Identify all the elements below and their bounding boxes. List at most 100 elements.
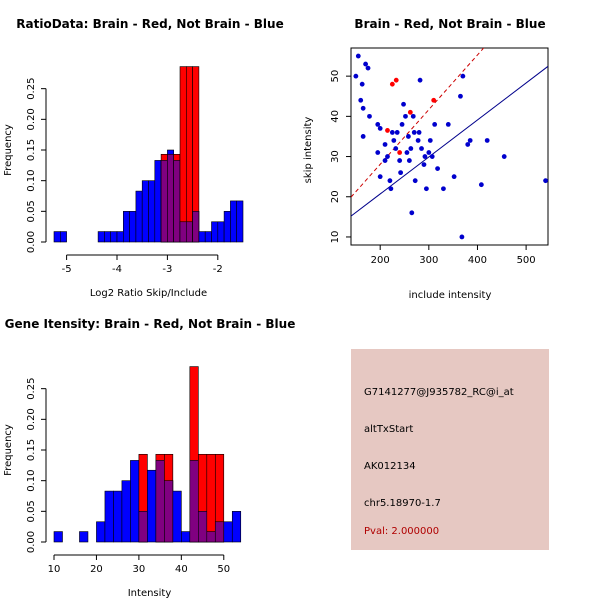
- not-brain-point: [445, 121, 451, 127]
- x-tick-label: 500: [517, 255, 536, 266]
- not-brain-point: [415, 138, 421, 143]
- y-axis-label: Frequency: [3, 124, 14, 176]
- not-brain-point: [377, 174, 383, 180]
- not-brain-point: [429, 154, 435, 159]
- plot-frame: [350, 47, 549, 246]
- not-brain-point: [460, 73, 466, 79]
- not-brain-point: [426, 150, 432, 155]
- chart-title: Gene Itensity: Brain - Red, Not Brain - …: [5, 317, 296, 331]
- brain-point: [393, 77, 399, 83]
- not-brain-bar: [130, 460, 140, 543]
- x-tick-label: 200: [371, 255, 390, 266]
- not-brain-bar: [223, 521, 233, 543]
- y-axis-label: Frequency: [3, 424, 14, 476]
- not-brain-point: [419, 146, 424, 151]
- not-brain-point: [401, 101, 406, 107]
- not-brain-bar: [113, 490, 123, 543]
- x-axis-label: Log2 Ratio Skip/Include: [90, 288, 207, 299]
- not-brain-point: [406, 158, 412, 163]
- not-brain-bar: [236, 200, 244, 243]
- accession: AK012134: [364, 461, 416, 472]
- not-brain-point: [399, 121, 405, 127]
- not-brain-bar: [223, 211, 231, 243]
- not-brain-point: [391, 138, 397, 143]
- x-tick-label: 300: [419, 255, 438, 266]
- not-brain-fit-line: [351, 65, 548, 217]
- not-brain-bar: [217, 221, 225, 243]
- not-brain-point: [394, 130, 400, 135]
- y-tick-label: 0.20: [26, 108, 37, 130]
- x-tick-label: 20: [90, 564, 103, 575]
- x-tick-label: -4: [112, 264, 122, 275]
- brain-point: [431, 97, 437, 103]
- genomic-location: chr5.18970-1.7: [364, 498, 441, 509]
- overlap-bar: [186, 221, 193, 243]
- overlap-bar: [164, 480, 174, 543]
- not-brain-bar: [96, 521, 106, 543]
- y-tick-label: 0.05: [26, 200, 37, 222]
- intensity-scatter-plot: Brain - Red, Not Brain - Blue 200 300 400 50…: [303, 17, 549, 300]
- not-brain-point: [501, 154, 507, 159]
- not-brain-point: [458, 93, 463, 99]
- x-tick-label: 40: [175, 564, 188, 575]
- overlap-bar: [198, 511, 208, 543]
- not-brain-point: [412, 178, 418, 184]
- not-brain-bar: [116, 231, 124, 243]
- brain-point: [407, 109, 413, 115]
- not-brain-bar: [172, 490, 182, 543]
- not-brain-point: [375, 150, 381, 155]
- x-axis-label: include intensity: [409, 290, 492, 300]
- not-brain-point: [375, 121, 381, 127]
- not-brain-bar: [147, 469, 157, 543]
- not-brain-point: [353, 73, 359, 79]
- not-brain-bar: [148, 180, 156, 243]
- x-tick-label: 50: [217, 564, 230, 575]
- not-brain-point: [405, 134, 411, 139]
- not-brain-point: [467, 138, 473, 143]
- x-tick-label: -5: [62, 264, 72, 275]
- y-tick-label: 0.15: [26, 139, 37, 161]
- brain-bar: [179, 66, 187, 243]
- not-brain-point: [543, 178, 548, 184]
- not-brain-point: [382, 158, 388, 163]
- overlap-bar: [167, 153, 174, 243]
- not-brain-point: [398, 170, 404, 176]
- probe-info-panel: G7141277@J935782_RC@i_at altTxStart AK01…: [351, 349, 549, 550]
- not-brain-point: [465, 142, 471, 147]
- not-brain-bar: [104, 490, 114, 543]
- not-brain-point: [409, 210, 415, 216]
- not-brain-bar: [79, 531, 89, 543]
- not-brain-point: [360, 134, 366, 139]
- not-brain-point: [385, 154, 390, 159]
- not-brain-bar: [123, 211, 130, 243]
- not-brain-point: [417, 77, 423, 83]
- y-tick-label: 50: [330, 70, 341, 83]
- not-brain-point: [435, 166, 440, 172]
- y-tick-label: 0.25: [26, 78, 37, 100]
- y-tick-label: 0.20: [26, 408, 37, 430]
- not-brain-bar: [121, 480, 131, 543]
- x-tick-label: -3: [162, 264, 172, 275]
- not-brain-point: [397, 158, 403, 163]
- not-brain-bar: [230, 200, 237, 243]
- y-tick-label: 10: [330, 231, 341, 244]
- not-brain-point: [423, 186, 429, 192]
- brain-bar: [186, 66, 193, 243]
- y-tick-label: 30: [330, 150, 341, 163]
- overlap-bar: [206, 531, 216, 543]
- not-brain-point: [377, 126, 383, 131]
- overlap-bar: [138, 511, 148, 543]
- not-brain-point: [478, 182, 484, 188]
- not-brain-bar: [204, 231, 212, 243]
- overlap-bar: [155, 460, 165, 543]
- overlap-bar: [179, 221, 187, 243]
- not-brain-point: [389, 130, 395, 135]
- not-brain-bar: [53, 531, 63, 543]
- not-brain-point: [408, 146, 414, 151]
- not-brain-point: [432, 121, 438, 127]
- not-brain-bar: [53, 231, 61, 243]
- chart-title: Brain - Red, Not Brain - Blue: [354, 17, 545, 31]
- not-brain-point: [363, 61, 368, 67]
- not-brain-point: [410, 113, 416, 119]
- not-brain-point: [484, 138, 490, 143]
